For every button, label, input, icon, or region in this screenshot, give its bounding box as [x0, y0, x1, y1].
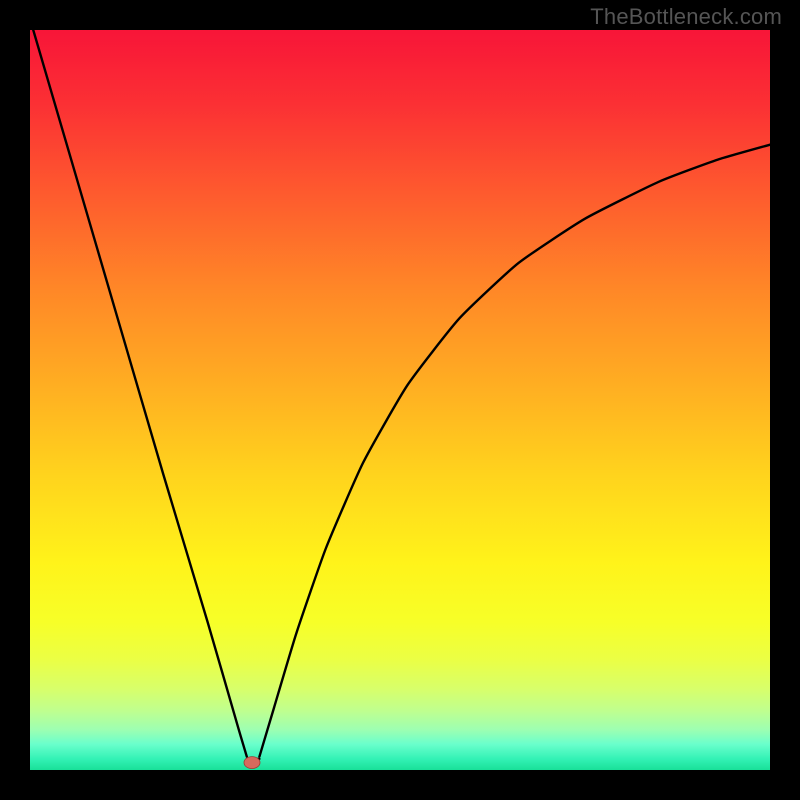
minimum-marker-dot — [244, 757, 260, 769]
watermark-text: TheBottleneck.com — [590, 4, 782, 30]
bottleneck-chart — [30, 30, 770, 770]
chart-svg — [30, 30, 770, 770]
